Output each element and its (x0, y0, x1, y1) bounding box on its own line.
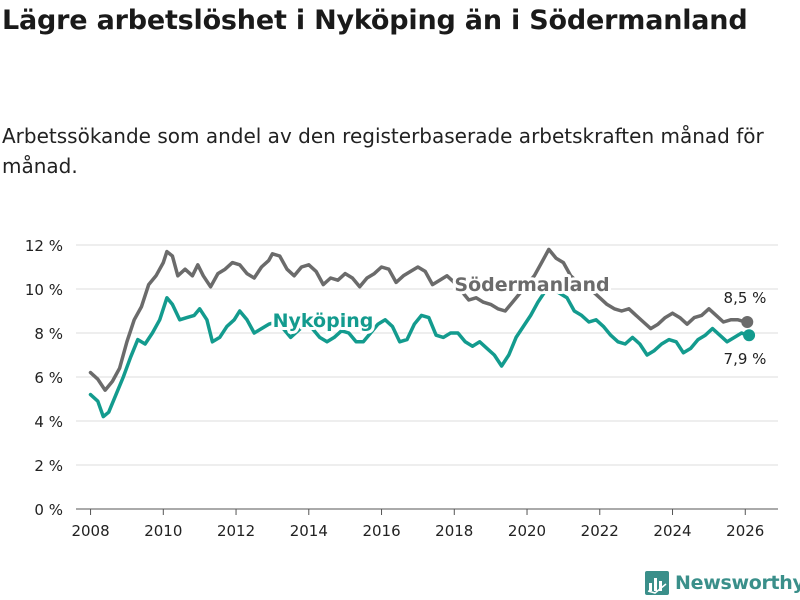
y-tick-label: 8 % (34, 325, 63, 343)
y-axis-tick-labels: 0 % 2 % 4 % 6 % 8 % 10 % 12 % (25, 237, 63, 519)
y-tick-label: 2 % (34, 457, 63, 475)
y-tick-label: 4 % (34, 413, 63, 431)
y-tick-label: 12 % (25, 237, 63, 255)
series-label-halo-nykoping: Nyköping (273, 310, 374, 332)
y-tick-label: 10 % (25, 281, 63, 299)
brand-logo: Newsworthy (645, 569, 800, 597)
x-tick-label: 2012 (217, 522, 255, 540)
series-label-nykoping: Nyköping (273, 310, 374, 332)
bar-chart-icon (645, 571, 669, 595)
x-tick-label: 2008 (71, 522, 109, 540)
series-line-nykoping (88, 287, 749, 419)
end-value-label-nykoping: 7,9 % (724, 350, 767, 368)
series-label-sodermanland: Södermanland (454, 274, 609, 296)
chart-subtitle: Arbetssökande som andel av den registerb… (2, 124, 764, 178)
y-tick-label: 6 % (34, 369, 63, 387)
end-point-nykoping (743, 329, 756, 342)
chart-title: Lägre arbetslöshet i Nyköping än i Söder… (2, 5, 748, 36)
x-tick-label: 2014 (290, 522, 328, 540)
x-tick-label: 2010 (144, 522, 182, 540)
x-tick-label: 2020 (508, 522, 546, 540)
x-tick-label: 2024 (653, 522, 691, 540)
y-tick-label: 0 % (34, 501, 63, 519)
x-tick-label: 2016 (362, 522, 400, 540)
series-label-halo-sodermanland: Södermanland (454, 274, 609, 296)
end-point-sodermanland (741, 316, 754, 328)
grid-lines (76, 244, 778, 515)
x-tick-label: 2022 (581, 522, 619, 540)
series-line-sodermanland (88, 247, 748, 392)
x-axis-tick-labels: 2008 2010 2012 2014 2016 2018 2020 2022 2024 2026 (71, 522, 764, 540)
x-tick-label: 2018 (435, 522, 473, 540)
end-value-label-sodermanland: 8,5 % (724, 289, 767, 307)
brand-name: Newsworthy (675, 572, 800, 594)
series-lines (88, 247, 756, 419)
x-tick-label: 2026 (726, 522, 764, 540)
